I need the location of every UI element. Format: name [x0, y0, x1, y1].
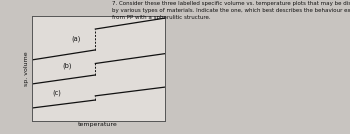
Text: (c): (c): [53, 89, 62, 96]
Text: (b): (b): [62, 63, 72, 70]
X-axis label: temperature: temperature: [78, 122, 118, 127]
Text: (a): (a): [71, 36, 81, 42]
Text: 7. Consider these three labelled specific volume vs. temperature plots that may : 7. Consider these three labelled specifi…: [112, 1, 350, 20]
Y-axis label: sp. volume: sp. volume: [24, 51, 29, 86]
